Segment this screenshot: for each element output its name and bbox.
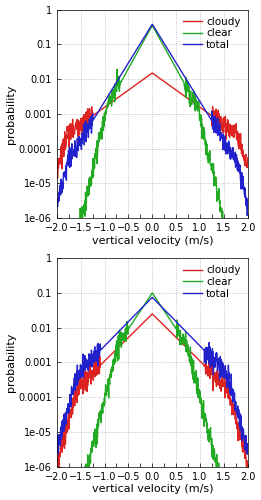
clear [67,226,70,232]
clear [166,314,169,320]
total [171,54,175,60]
cloudy [55,160,58,166]
Line: clear: clear [57,293,248,478]
Y-axis label: probability: probability [5,333,16,392]
clear [200,136,203,141]
clear [200,408,203,414]
clear [246,474,249,480]
Y-axis label: probability: probability [5,84,16,144]
cloudy [56,176,59,182]
cloudy [67,411,70,417]
total [55,200,58,205]
cloudy [167,82,170,87]
clear [177,70,180,76]
clear [220,208,223,214]
total [151,22,154,28]
clear [220,474,223,480]
total [220,358,223,364]
cloudy [220,116,223,121]
total [200,102,203,107]
clear [171,321,175,327]
total [246,451,249,457]
clear [67,474,70,480]
total [246,204,249,210]
total [177,321,180,327]
cloudy [151,311,154,317]
cloudy [246,462,249,468]
total [220,134,223,140]
Line: total: total [57,298,248,454]
total [67,148,70,154]
total [246,444,249,450]
cloudy [172,85,175,91]
total [171,316,175,322]
clear [151,22,154,28]
cloudy [177,337,180,343]
cloudy [55,468,58,474]
clear [177,331,180,337]
total [200,345,203,351]
cloudy [200,106,204,112]
Line: total: total [57,24,248,216]
Line: cloudy: cloudy [57,314,248,472]
clear [55,226,58,232]
total [166,46,169,52]
clear [55,474,58,480]
total [246,212,249,218]
total [177,64,180,70]
clear [151,290,154,296]
clear [166,50,169,56]
X-axis label: vertical velocity (m/s): vertical velocity (m/s) [92,484,213,494]
cloudy [200,360,203,366]
clear [171,60,175,66]
cloudy [171,332,175,338]
X-axis label: vertical velocity (m/s): vertical velocity (m/s) [92,236,213,246]
total [55,445,58,451]
Line: cloudy: cloudy [57,73,248,178]
cloudy [67,128,70,134]
total [151,294,154,300]
cloudy [166,326,169,332]
cloudy [151,70,154,76]
cloudy [177,89,181,95]
total [67,402,70,407]
total [166,310,169,316]
clear [246,226,249,232]
cloudy [220,384,223,390]
Line: clear: clear [57,26,248,228]
Legend: cloudy, clear, total: cloudy, clear, total [181,15,242,52]
cloudy [246,155,249,161]
Legend: cloudy, clear, total: cloudy, clear, total [181,264,242,300]
